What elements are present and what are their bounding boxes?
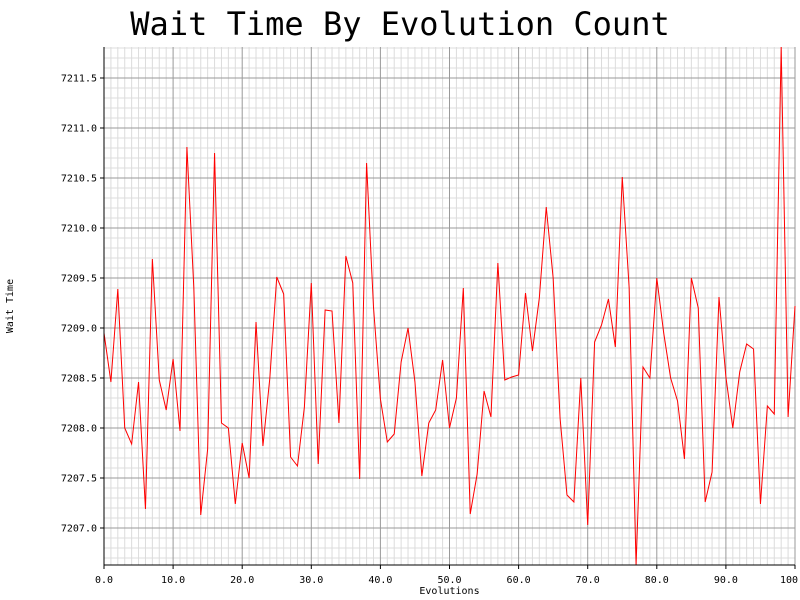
y-tick-label: 7209.0 <box>61 324 97 335</box>
y-tick-label: 7210.0 <box>61 224 97 235</box>
x-axis-ticks: 0.0 10.0 20.0 30.0 40.0 50.0 60.0 70.0 80.0 90.0 1… <box>95 565 800 586</box>
data-series <box>103 46 796 566</box>
x-tick-label: 20.0 <box>230 575 254 586</box>
y-tick-label: 7210.5 <box>61 174 97 185</box>
x-tick-label: 80.0 <box>645 575 669 586</box>
y-axis-ticks: 7207.0 7207.5 7208.0 7208.5 7209.0 7209.5 7210… <box>61 74 104 535</box>
x-tick-label: 50.0 <box>437 575 461 586</box>
y-tick-label: 7211.5 <box>61 74 97 85</box>
x-tick-label: 10.0 <box>161 575 185 586</box>
x-tick-label: 30.0 <box>299 575 323 586</box>
y-tick-label: 7208.0 <box>61 424 97 435</box>
y-tick-label: 7208.5 <box>61 374 97 385</box>
y-axis-label: Wait Time <box>5 279 16 333</box>
x-axis-label: Evolutions <box>419 586 479 597</box>
y-tick-label: 7207.5 <box>61 474 97 485</box>
x-tick-label: 100.0 <box>780 575 800 586</box>
series-line <box>103 46 796 566</box>
y-tick-label: 7211.0 <box>61 124 97 135</box>
y-tick-label: 7209.5 <box>61 274 97 285</box>
x-tick-label: 40.0 <box>368 575 392 586</box>
x-tick-label: 70.0 <box>576 575 600 586</box>
x-tick-label: 0.0 <box>95 575 113 586</box>
chart-title: Wait Time By Evolution Count <box>130 5 669 43</box>
x-tick-label: 60.0 <box>507 575 531 586</box>
y-tick-label: 7207.0 <box>61 524 97 535</box>
x-tick-label: 90.0 <box>714 575 738 586</box>
